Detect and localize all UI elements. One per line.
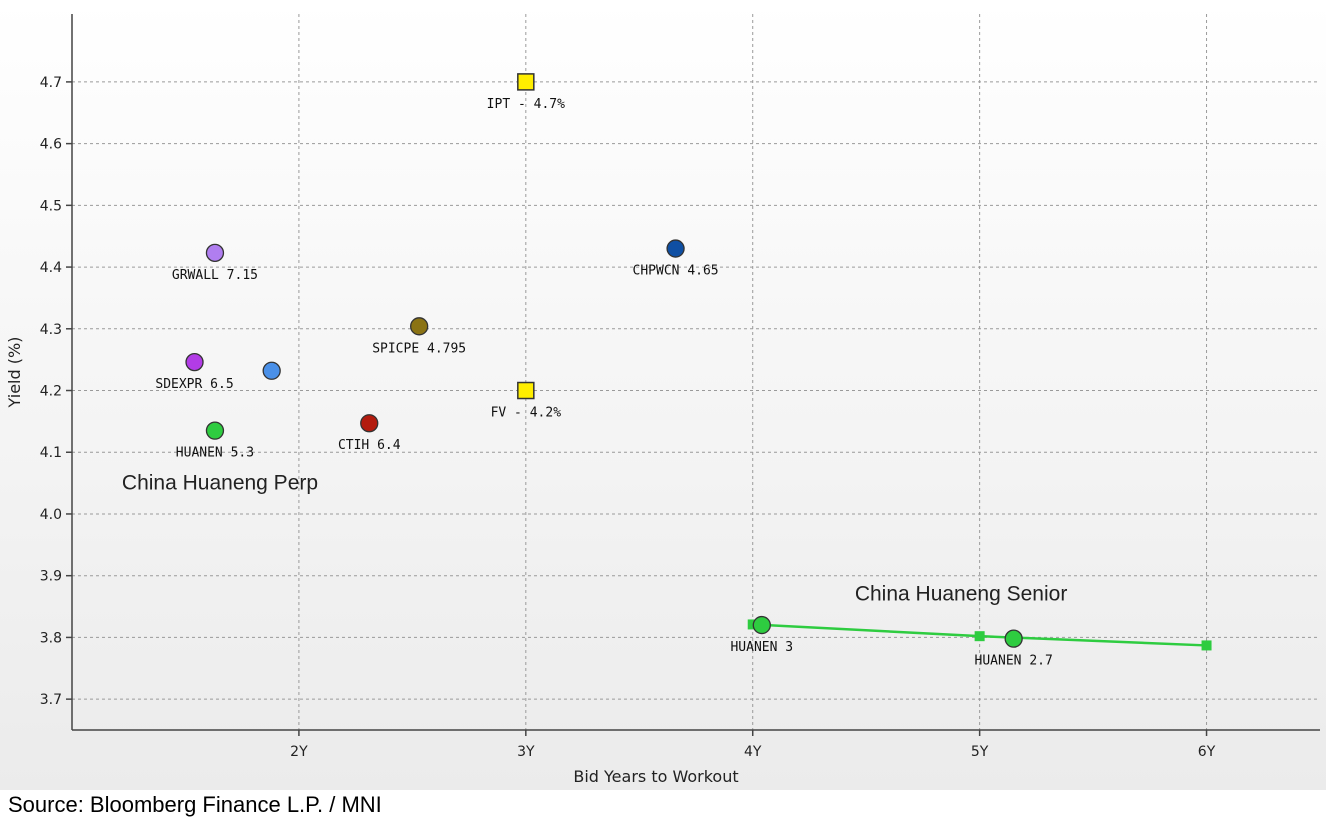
x-tick-label: 3Y: [517, 744, 535, 760]
y-tick-label: 4.5: [40, 198, 62, 214]
x-tick-label: 4Y: [744, 744, 762, 760]
y-tick-label: 4.4: [40, 260, 62, 276]
x-axis-title: Bid Years to Workout: [573, 767, 738, 786]
data-label: CHPWCN 4.65: [633, 264, 719, 279]
y-tick-label: 3.7: [40, 692, 62, 708]
data-point: [1004, 629, 1023, 648]
data-point: [752, 615, 771, 635]
y-tick-label: 4.2: [40, 384, 62, 400]
data-label: HUANEN 2.7: [975, 654, 1053, 669]
data-point: [205, 421, 225, 440]
data-point: [410, 317, 429, 336]
data-point: [666, 239, 685, 258]
scatter-chart: 3.7 3.8 3.9 4.0 4.1 4.2 4.3 4.4 4.5 4.6 4.7 2Y 3Y 4Y 5…: [0, 0, 1326, 790]
senior-curve-marker: [1201, 640, 1212, 651]
y-tick-label: 3.9: [40, 569, 62, 585]
data-label: HUANEN 5.3: [176, 446, 254, 461]
chart-canvas: 3.7 3.8 3.9 4.0 4.1 4.2 4.3 4.4 4.5 4.6 4.7 2Y 3Y 4Y 5…: [0, 0, 1326, 790]
y-tick-label: 4.0: [40, 507, 62, 523]
y-tick-label: 4.3: [40, 322, 62, 338]
group-annotation: China Huaneng Senior: [855, 582, 1067, 605]
data-point: [262, 361, 281, 380]
y-tick-label: 3.8: [40, 630, 62, 646]
y-tick-label: 4.6: [40, 137, 62, 153]
data-label: HUANEN 3: [730, 640, 793, 655]
data-label: IPT - 4.7%: [487, 97, 565, 112]
data-label: CTIH 6.4: [338, 438, 401, 453]
data-point: [205, 243, 225, 263]
data-label: SPICPE 4.795: [372, 341, 466, 356]
plot-background: [0, 0, 1326, 790]
x-tick-label: 6Y: [1198, 744, 1216, 760]
data-point-square: [517, 73, 535, 91]
y-axis-title: Yield (%): [5, 337, 24, 409]
group-annotation: China Huaneng Perp: [122, 471, 318, 494]
y-tick-label: 4.1: [40, 445, 62, 461]
x-tick-label: 2Y: [290, 744, 308, 760]
data-label: FV - 4.2%: [491, 406, 562, 421]
senior-curve-marker: [974, 631, 985, 642]
data-point: [185, 352, 204, 372]
data-point-square: [517, 381, 535, 400]
y-tick-label: 4.7: [40, 75, 62, 91]
data-point: [360, 414, 379, 433]
x-tick-label: 5Y: [971, 744, 989, 760]
data-label: GRWALL 7.15: [172, 268, 258, 283]
source-note: Source: Bloomberg Finance L.P. / MNI: [8, 792, 382, 817]
data-label: SDEXPR 6.5: [155, 377, 233, 392]
